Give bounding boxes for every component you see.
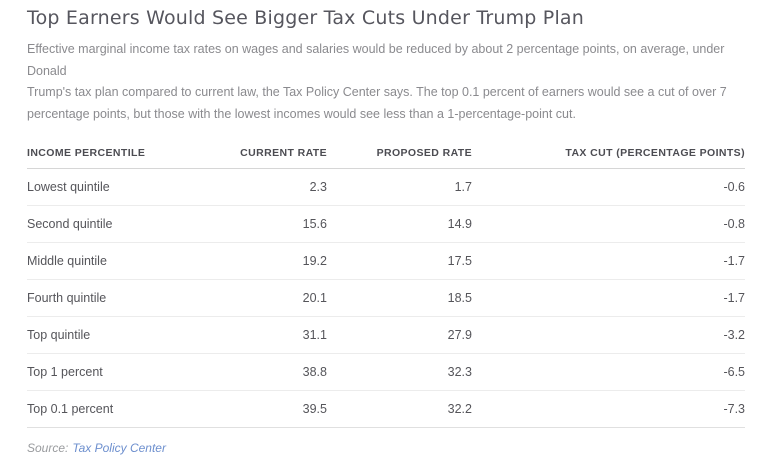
- cell-current-rate: 15.6: [207, 205, 327, 243]
- source-link[interactable]: Tax Policy Center: [72, 440, 166, 455]
- cell-tax-cut: -6.5: [472, 353, 745, 391]
- table-row: Fourth quintile 20.1 18.5 -1.7: [27, 279, 745, 317]
- cell-proposed-rate: 32.3: [327, 353, 472, 391]
- cell-proposed-rate: 27.9: [327, 316, 472, 354]
- cell-tax-cut: -0.6: [472, 168, 745, 206]
- cell-percentile: Fourth quintile: [27, 279, 207, 317]
- cell-tax-cut: -0.8: [472, 205, 745, 243]
- description-line: Trump's tax plan compared to current law…: [27, 85, 727, 99]
- cell-current-rate: 2.3: [207, 168, 327, 206]
- cell-current-rate: 38.8: [207, 353, 327, 391]
- table-row: Top 0.1 percent 39.5 32.2 -7.3: [27, 390, 745, 428]
- cell-current-rate: 20.1: [207, 279, 327, 317]
- cell-current-rate: 31.1: [207, 316, 327, 354]
- cell-proposed-rate: 17.5: [327, 242, 472, 280]
- table-row: Top quintile 31.1 27.9 -3.2: [27, 316, 745, 354]
- source-label: Source:: [27, 440, 69, 455]
- cell-proposed-rate: 32.2: [327, 390, 472, 428]
- table-row: Lowest quintile 2.3 1.7 -0.6: [27, 168, 745, 206]
- cell-tax-cut: -7.3: [472, 390, 745, 428]
- column-header-proposed-rate: PROPOSED RATE: [327, 138, 472, 169]
- column-header-current-rate: CURRENT RATE: [207, 138, 327, 169]
- column-header-income-percentile: INCOME PERCENTILE: [27, 138, 207, 169]
- table-header-row: INCOME PERCENTILE CURRENT RATE PROPOSED …: [27, 138, 745, 169]
- cell-percentile: Top 1 percent: [27, 353, 207, 391]
- source-line: Source: Tax Policy Center: [27, 441, 756, 455]
- cell-current-rate: 39.5: [207, 390, 327, 428]
- table-row: Second quintile 15.6 14.9 -0.8: [27, 205, 745, 243]
- cell-current-rate: 19.2: [207, 242, 327, 280]
- cell-percentile: Top quintile: [27, 316, 207, 354]
- cell-tax-cut: -1.7: [472, 279, 745, 317]
- table-row: Top 1 percent 38.8 32.3 -6.5: [27, 353, 745, 391]
- cell-tax-cut: -3.2: [472, 316, 745, 354]
- description-line: percentage points, but those with the lo…: [27, 106, 576, 121]
- footer: Source:Tax Policy Center Credit: Brittan…: [0, 428, 776, 457]
- cell-proposed-rate: 18.5: [327, 279, 472, 317]
- cell-proposed-rate: 14.9: [327, 205, 472, 243]
- cell-percentile: Lowest quintile: [27, 168, 207, 206]
- page-title: Top Earners Would See Bigger Tax Cuts Un…: [27, 7, 585, 29]
- column-header-tax-cut: TAX CUT (PERCENTAGE POINTS): [472, 138, 745, 169]
- cell-percentile: Second quintile: [27, 205, 207, 243]
- table-row: Middle quintile 19.2 17.5 -1.7: [27, 242, 745, 280]
- cell-tax-cut: -1.7: [472, 242, 745, 280]
- cell-percentile: Top 0.1 percent: [27, 390, 207, 428]
- description-line: Effective marginal income tax rates on w…: [27, 42, 725, 78]
- cell-proposed-rate: 1.7: [327, 168, 472, 206]
- description: Effective marginal income tax rates on w…: [0, 39, 776, 125]
- cell-percentile: Middle quintile: [27, 242, 207, 280]
- tax-rates-table: INCOME PERCENTILE CURRENT RATE PROPOSED …: [27, 138, 745, 428]
